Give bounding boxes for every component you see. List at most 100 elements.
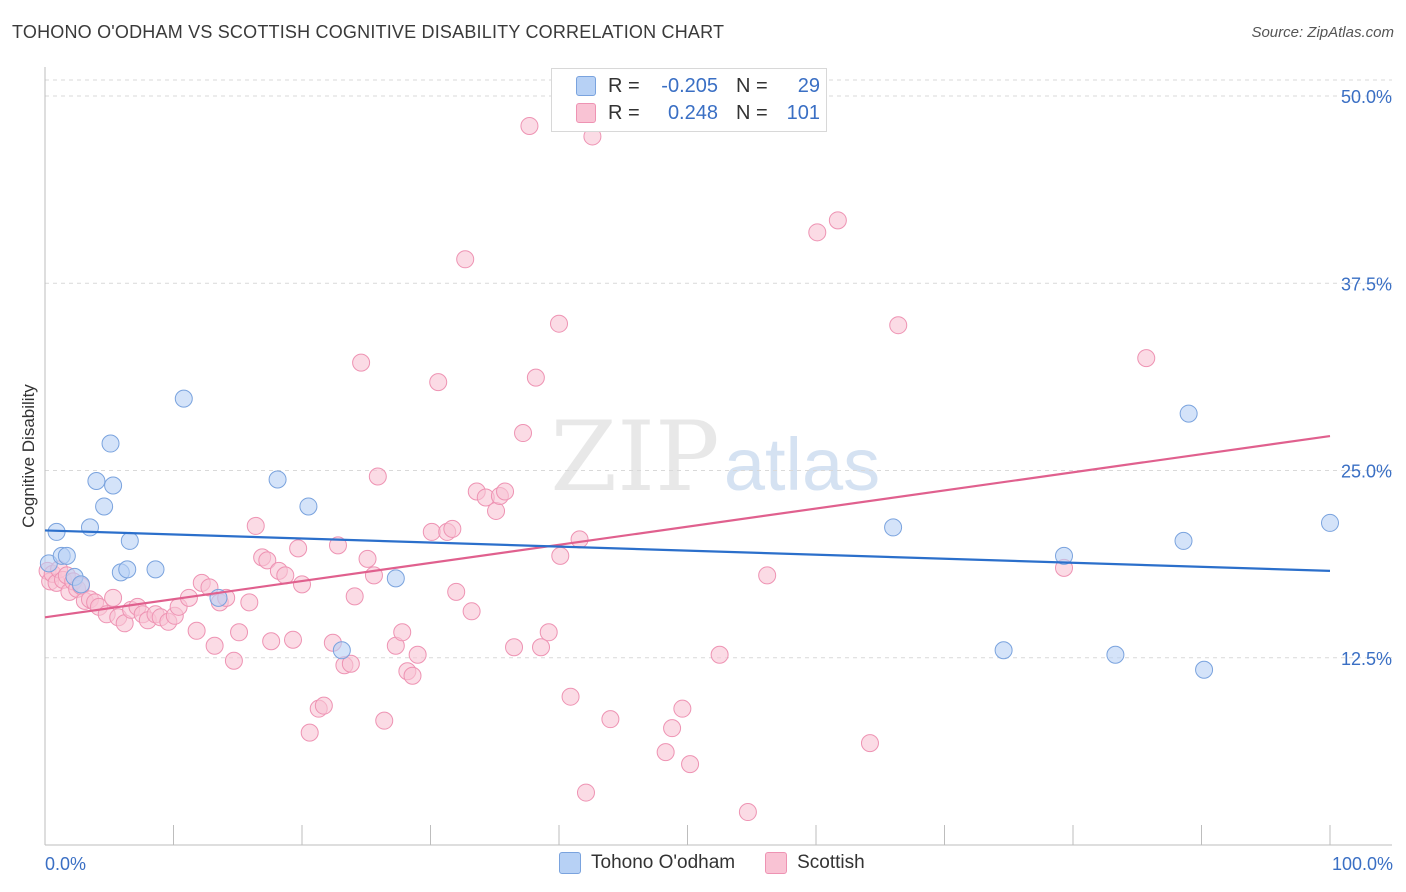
scottish-point <box>345 587 364 606</box>
scottish-point <box>300 723 319 742</box>
scottish-point <box>429 373 448 392</box>
tohono-point <box>104 476 123 495</box>
scottish-point <box>576 783 595 802</box>
scottish-point <box>341 654 360 673</box>
y-tick-label: 50.0% <box>1341 87 1392 107</box>
tohono-swatch <box>559 852 581 874</box>
series-legend: Tohono O'odham Scottish <box>559 852 895 874</box>
tohono-point <box>80 518 99 537</box>
scottish-point <box>456 250 475 269</box>
scottish-point <box>526 368 545 387</box>
tohono-point <box>101 434 120 453</box>
scottish-point <box>673 699 692 718</box>
correlation-legend: R = -0.205 N = 29 R = 0.248 N = 101 <box>551 68 827 132</box>
tohono-point <box>299 497 318 516</box>
legend-row-scottish: R = 0.248 N = 101 <box>576 101 820 125</box>
scottish-point <box>505 638 524 657</box>
scottish-point <box>514 424 533 443</box>
scottish-swatch <box>576 103 596 123</box>
tohono-point <box>994 641 1013 660</box>
scottish-point <box>551 546 570 565</box>
tohono-point <box>118 560 137 579</box>
scottish-point <box>520 116 539 135</box>
legend-label-tohono: Tohono O'odham <box>591 852 736 873</box>
tohono-point <box>120 531 139 550</box>
legend-item-scottish[interactable]: Scottish <box>765 852 865 874</box>
scottish-point <box>860 734 879 753</box>
scottish-point <box>403 666 422 685</box>
tohono-point <box>268 470 287 489</box>
legend-r-label: R = <box>608 101 640 124</box>
tohono-point <box>71 575 90 594</box>
legend-n-label: N = <box>736 74 768 97</box>
watermark-zip: ZIP <box>550 401 719 513</box>
scottish-swatch <box>765 852 788 874</box>
scottish-point <box>276 566 295 585</box>
legend-item-tohono[interactable]: Tohono O'odham <box>559 852 735 874</box>
scottish-point <box>808 223 827 242</box>
scottish-point <box>258 551 277 570</box>
x-tick-label: 0.0% <box>45 854 86 874</box>
y-tick-label: 37.5% <box>1341 274 1392 294</box>
scottish-trend-line <box>44 434 1331 619</box>
scottish-point <box>328 536 347 555</box>
tohono-point <box>884 518 903 537</box>
tohono-swatch <box>576 76 596 96</box>
scottish-point <box>314 696 333 715</box>
y-tick-label: 25.0% <box>1341 462 1392 482</box>
scottish-point <box>224 651 243 670</box>
tohono-point <box>1055 546 1074 565</box>
x-tick-label: 100.0% <box>1332 854 1393 874</box>
scottish-point <box>1137 349 1156 368</box>
scottish-point <box>262 632 281 651</box>
scottish-point <box>570 530 589 549</box>
scottish-point <box>532 638 551 657</box>
tohono-trend-line <box>44 529 1331 572</box>
scottish-point <box>561 687 580 706</box>
scottish-point <box>738 803 757 822</box>
y-axis-title: Cognitive Disability <box>19 384 38 528</box>
scottish-point <box>289 539 308 558</box>
scottish-point <box>710 645 729 664</box>
tohono-point <box>1106 645 1125 664</box>
scottish-point <box>205 636 224 655</box>
watermark-atlas: atlas <box>724 423 880 506</box>
legend-r-label: R = <box>608 74 640 97</box>
scottish-point <box>104 588 123 607</box>
scottish-point <box>889 316 908 335</box>
scottish-point <box>462 602 481 621</box>
tohono-point <box>57 546 76 565</box>
legend-r-value: 0.248 <box>667 101 718 124</box>
scottish-point <box>352 353 371 372</box>
scottish-point <box>408 645 427 664</box>
legend-n-label: N = <box>736 101 768 124</box>
scottish-point <box>443 519 462 538</box>
scottish-point <box>487 501 506 520</box>
legend-n-value: 101 <box>786 101 820 124</box>
scottish-point <box>681 755 700 774</box>
tohono-point <box>332 641 351 660</box>
tohono-point <box>1174 531 1193 550</box>
tohono-point <box>1179 404 1198 423</box>
scottish-point <box>284 630 303 649</box>
scottish-point <box>828 211 847 230</box>
y-tick-label: 12.5% <box>1341 649 1392 669</box>
scottish-point <box>550 314 568 333</box>
scottish-point <box>447 582 466 601</box>
scottish-point <box>375 711 394 730</box>
tohono-point <box>1195 660 1214 679</box>
legend-r-value: -0.205 <box>661 74 718 97</box>
legend-label-scottish: Scottish <box>797 852 865 873</box>
scottish-point <box>368 467 387 486</box>
scottish-point <box>422 522 441 541</box>
tohono-point <box>146 560 165 579</box>
tohono-point <box>386 569 405 588</box>
scottish-point <box>393 623 412 642</box>
legend-n-value: 29 <box>797 74 820 97</box>
scottish-point <box>246 516 265 535</box>
scottish-point <box>240 593 259 612</box>
legend-row-tohono: R = -0.205 N = 29 <box>576 74 820 98</box>
tohono-point <box>95 497 114 516</box>
scottish-point <box>663 719 682 738</box>
